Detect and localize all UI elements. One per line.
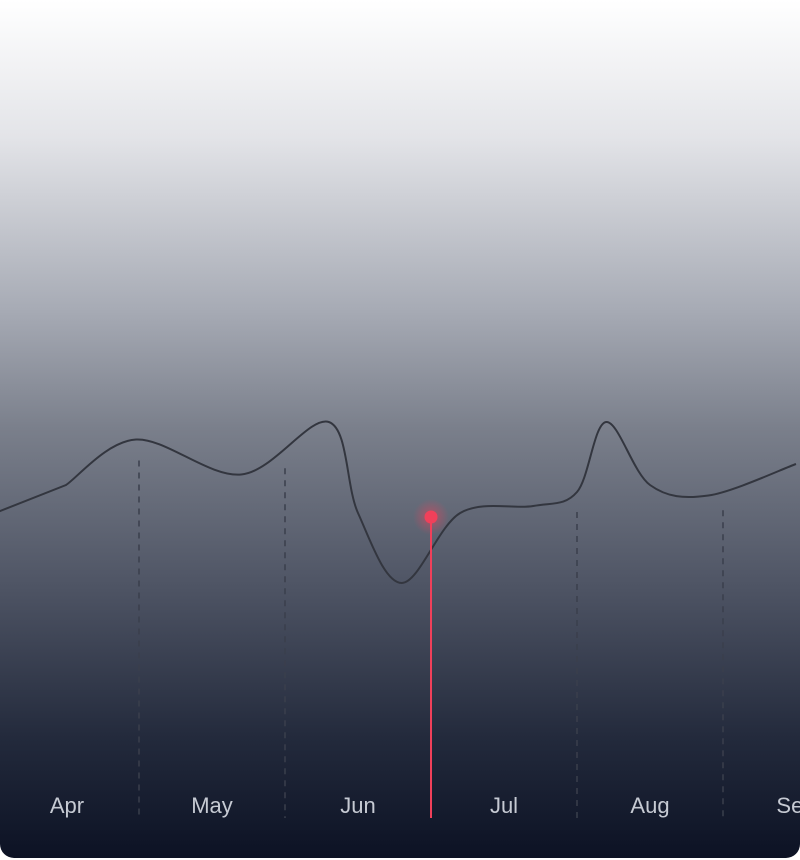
x-tick-label: Aug [630,793,669,818]
series-line [0,420,797,585]
x-tick-label: May [191,793,233,818]
x-tick-label: Sep [776,793,800,818]
highlight-point[interactable] [424,510,438,524]
x-tick-label: Jun [340,793,375,818]
x-tick-label: Apr [50,793,84,818]
x-tick-label: Jul [490,793,518,818]
